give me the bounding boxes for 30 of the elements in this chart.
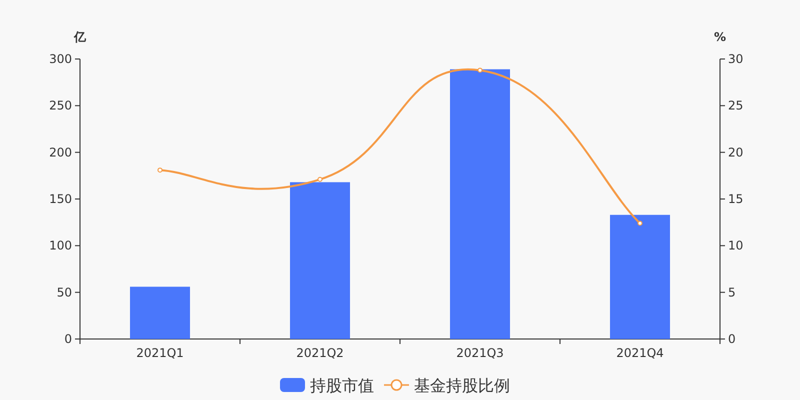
y-tick-label: 50	[56, 285, 72, 300]
bar	[130, 286, 190, 339]
y2-tick-label: 5	[728, 285, 736, 300]
y2-tick-label: 15	[728, 192, 744, 206]
y2-tick-label: 0	[728, 332, 736, 346]
legend-label: 基金持股比例	[414, 376, 510, 395]
point	[158, 168, 162, 173]
point	[638, 220, 642, 226]
point	[478, 68, 482, 73]
bar	[450, 69, 510, 339]
y-tick-label: 250	[49, 98, 72, 113]
y-axis-title: 亿	[73, 30, 87, 44]
point	[318, 176, 322, 182]
y2-tick-label: 30	[728, 52, 744, 66]
y2-tick-label: 20	[728, 145, 744, 160]
bar	[610, 214, 670, 339]
y2-axis-title: %	[714, 30, 726, 44]
bar	[290, 182, 350, 339]
y-tick-label: 300	[49, 52, 72, 66]
y2-tick-label: 25	[728, 98, 744, 113]
y-tick-label: 150	[49, 192, 72, 206]
legend-label: 持股市值	[310, 376, 374, 395]
y2-tick-label: 10	[728, 238, 744, 253]
y-tick-label: 0	[64, 332, 72, 346]
x-tick-label: 2021Q2	[296, 346, 344, 360]
x-tick-label: 2021Q1	[136, 346, 184, 360]
y-tick-label: 100	[49, 238, 72, 253]
x-tick-label: 2021Q4	[616, 346, 664, 360]
x-tick-label: 2021Q3	[456, 346, 504, 360]
y-tick-label: 200	[49, 145, 72, 160]
